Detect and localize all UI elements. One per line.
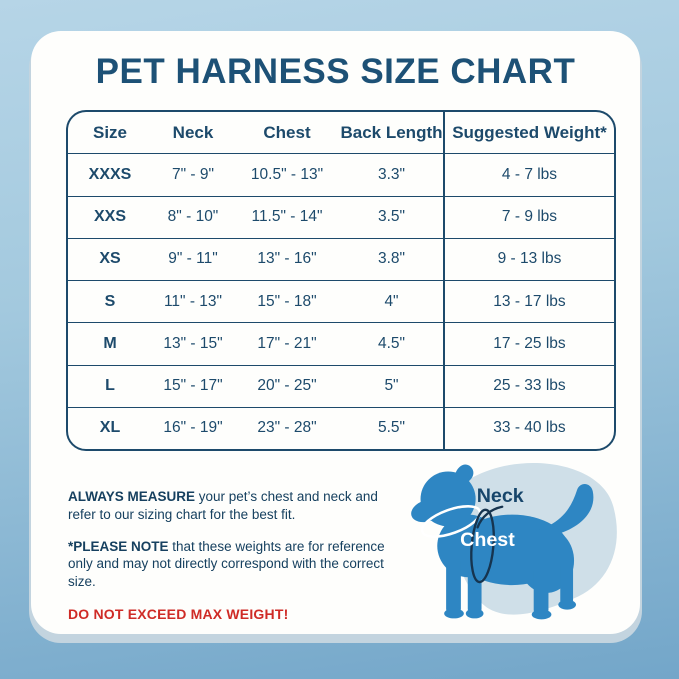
cell-chest: 15" - 18" [257, 292, 317, 310]
cell-weight: 4 - 7 lbs [443, 154, 614, 196]
cell-chest: 20" - 25" [257, 377, 317, 395]
cell-back-length: 4.5" [377, 334, 406, 352]
cell-weight: 25 - 33 lbs [443, 365, 614, 407]
table-row: XXXS 7" - 9" 10.5" - 13" 3.3" 4 - 7 lbs [68, 153, 614, 196]
cell-neck: 8" - 10" [167, 208, 219, 226]
size-chart-table: Size Neck Chest Back Length Suggested We… [66, 110, 616, 451]
column-header-neck: Neck [172, 122, 214, 142]
cell-chest: 11.5" - 14" [251, 208, 323, 226]
table-row: M 13" - 15" 17" - 21" 4.5" 17 - 25 lbs [68, 322, 614, 365]
cell-weight: 17 - 25 lbs [443, 323, 614, 365]
footnotes: ALWAYS MEASURE your pet’s chest and neck… [68, 488, 406, 638]
cell-chest: 17" - 21" [257, 334, 317, 352]
cell-chest: 13" - 16" [257, 250, 317, 268]
dog-illustration: Neck Chest [411, 462, 617, 620]
cell-size: XL [99, 419, 121, 437]
cell-neck: 13" - 15" [163, 334, 223, 352]
table-header-row: Size Neck Chest Back Length Suggested We… [68, 112, 614, 154]
column-header-back-length: Back Length [340, 122, 443, 142]
column-header-size: Size [92, 122, 128, 142]
cell-size: XS [99, 250, 121, 268]
cell-size: XXXS [88, 165, 132, 183]
reference-note-bold: *PLEASE NOTE [68, 538, 169, 554]
cell-weight: 7 - 9 lbs [443, 196, 614, 238]
table-row: S 11" - 13" 15" - 18" 4" 13 - 17 lbs [68, 280, 614, 323]
cell-neck: 11" - 13" [163, 292, 223, 310]
cell-back-length: 4" [384, 292, 399, 310]
cell-size: L [105, 377, 115, 395]
reference-note-text: that these weights are for reference onl… [68, 538, 385, 590]
cell-neck: 16" - 19" [163, 419, 223, 437]
table-row: XXS 8" - 10" 11.5" - 14" 3.5" 7 - 9 lbs [68, 195, 614, 238]
page-title: PET HARNESS SIZE CHART [95, 52, 576, 91]
cell-back-length: 3.8" [377, 250, 406, 268]
neck-pointer-line [476, 505, 504, 529]
neck-label: Neck [477, 485, 524, 507]
chest-measure-loop [470, 508, 495, 584]
cell-back-length: 5.5" [377, 419, 406, 437]
neck-measure-loop [420, 505, 482, 538]
table-row: L 15" - 17" 20" - 25" 5" 25 - 33 lbs [68, 364, 614, 407]
cell-chest: 23" - 28" [257, 419, 317, 437]
dog-measurement-diagram: Neck Chest [392, 450, 638, 636]
cell-size: S [104, 292, 116, 310]
cell-chest: 10.5" - 13" [250, 165, 324, 183]
cell-neck: 9" - 11" [168, 250, 218, 268]
cell-back-length: 5" [384, 377, 399, 395]
measure-note-bold: ALWAYS MEASURE [68, 489, 196, 504]
column-header-chest: Chest [263, 122, 311, 142]
table-row: XS 9" - 11" 13" - 16" 3.8" 9 - 13 lbs [68, 237, 614, 280]
dog-silhouette [411, 464, 594, 620]
cell-back-length: 3.5" [377, 208, 406, 226]
cell-neck: 15" - 17" [163, 377, 223, 395]
cell-size: XXS [93, 208, 126, 226]
reference-note: *PLEASE NOTE that these weights are for … [68, 538, 406, 591]
cell-weight: 9 - 13 lbs [443, 238, 614, 280]
max-weight-warning: DO NOT EXCEED MAX WEIGHT! [68, 606, 289, 623]
measure-note-text: your pet’s chest and neck and refer to o… [68, 489, 378, 522]
chest-label: Chest [460, 529, 515, 551]
cell-size: M [103, 334, 117, 352]
cell-back-length: 3.3" [377, 165, 406, 183]
column-header-weight: Suggested Weight* [443, 112, 614, 154]
cell-weight: 13 - 17 lbs [443, 281, 614, 323]
cell-weight: 33 - 40 lbs [443, 407, 614, 449]
cell-neck: 7" - 9" [171, 165, 215, 183]
table-row: XL 16" - 19" 23" - 28" 5.5" 33 - 40 lbs [68, 406, 614, 449]
measure-note: ALWAYS MEASURE your pet’s chest and neck… [68, 488, 406, 524]
